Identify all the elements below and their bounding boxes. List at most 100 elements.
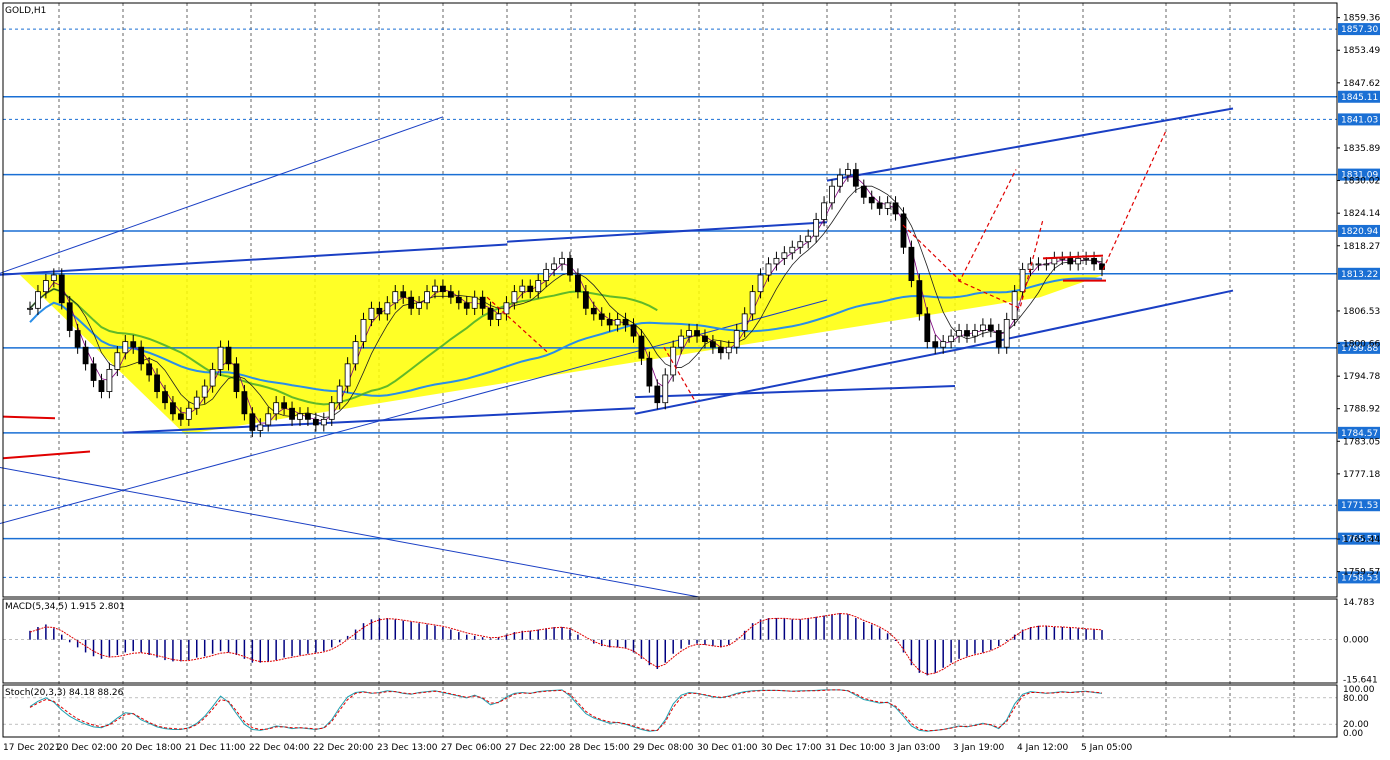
trendline xyxy=(634,385,956,399)
candle-body xyxy=(305,413,311,420)
price-level-tag xyxy=(1338,224,1380,237)
candle-body xyxy=(154,374,160,392)
candle-body xyxy=(487,307,494,320)
stoch-label: Stoch(20,3,3) 84.18 88.26 xyxy=(5,688,124,698)
candle-body xyxy=(225,346,232,365)
candle-body xyxy=(837,174,843,187)
price-level-tag-text: 1857.30 xyxy=(1341,25,1378,35)
trendline xyxy=(634,348,956,415)
time-label: 4 Jan 12:00 xyxy=(1017,743,1069,753)
candle-body xyxy=(320,418,327,426)
candle-body xyxy=(312,418,319,426)
candle-body xyxy=(416,302,422,309)
candle-body xyxy=(360,319,367,343)
candles xyxy=(27,162,1105,438)
stoch-k-line xyxy=(29,689,1103,732)
price-level-tag-text: 1765.51 xyxy=(1341,535,1378,545)
candle-body xyxy=(392,291,399,304)
candle-body xyxy=(114,352,121,370)
macd-signal-line xyxy=(29,613,1103,675)
candle-body xyxy=(781,252,788,259)
stoch-tick-label: 20.00 xyxy=(1343,720,1369,730)
candle-body xyxy=(289,407,295,420)
candle-body xyxy=(590,307,597,315)
range-top-line xyxy=(1042,254,1104,260)
price-tick-label: 1800.66 xyxy=(1343,340,1380,350)
stoch-tick-label: 100.00 xyxy=(1343,685,1375,695)
candle-body xyxy=(122,341,129,354)
candle-body xyxy=(471,296,478,309)
horizontal-levels: 1857.30 1845.11 1841.03 1831.09 1820.94 1813.… xyxy=(3,23,1380,584)
left-red-line xyxy=(2,450,91,460)
candle-body xyxy=(328,402,335,420)
candle-body xyxy=(1003,319,1010,348)
ma-green-line xyxy=(29,287,658,406)
price-level-tag xyxy=(1338,267,1380,280)
candle-body xyxy=(495,313,502,320)
time-label: 27 Dec 22:00 xyxy=(505,743,566,753)
candle-body xyxy=(384,302,391,315)
trendline xyxy=(0,116,444,274)
candle-body xyxy=(130,341,137,348)
candle-body xyxy=(1083,257,1090,260)
candle-body xyxy=(1011,291,1018,320)
price-level-tag-text: 1845.11 xyxy=(1341,93,1378,103)
candle-body xyxy=(972,330,978,337)
candle-body xyxy=(892,202,899,215)
candle-body xyxy=(50,274,57,281)
candle-body xyxy=(646,357,653,387)
candle-body xyxy=(551,263,557,270)
price-level-tag-text: 1771.53 xyxy=(1341,501,1378,511)
forecast-path xyxy=(902,169,1017,282)
candle-body xyxy=(1043,263,1050,266)
triangle-fill xyxy=(20,275,1103,435)
candle-body xyxy=(233,363,240,392)
time-label: 20 Dec 18:00 xyxy=(121,743,182,753)
candle-body xyxy=(725,346,732,354)
candle-body xyxy=(106,368,113,392)
forecast-paths xyxy=(2,130,1167,460)
price-tick-label: 1788.92 xyxy=(1343,405,1380,415)
candle-body xyxy=(281,402,288,409)
trendline xyxy=(0,243,508,276)
price-level-tag-text: 1813.22 xyxy=(1341,270,1378,280)
candle-body xyxy=(66,302,73,331)
price-level-tag xyxy=(1338,341,1380,354)
time-label: 30 Dec 01:00 xyxy=(697,743,758,753)
candle-body xyxy=(177,413,184,420)
candle-body xyxy=(455,296,462,304)
price-tick-label: 1806.53 xyxy=(1343,307,1380,317)
candle-body xyxy=(654,385,661,404)
price-tick-label: 1830.02 xyxy=(1343,177,1380,187)
candle-body xyxy=(74,330,81,348)
candle-body xyxy=(559,257,565,265)
candle-body xyxy=(424,291,430,304)
candle-body xyxy=(638,335,645,359)
left-red-line xyxy=(2,415,56,420)
candle-body xyxy=(940,341,947,348)
time-label: 23 Dec 13:00 xyxy=(377,743,438,753)
candle-body xyxy=(765,263,772,276)
candle-body xyxy=(400,291,407,298)
candle-body xyxy=(900,213,907,248)
candle-body xyxy=(868,196,875,204)
candle-body xyxy=(98,380,105,392)
price-level-tag xyxy=(1338,113,1380,126)
stochastic-panel xyxy=(3,689,1337,732)
candle-body xyxy=(805,235,812,243)
ma-fast-line xyxy=(29,176,1103,424)
candle-body xyxy=(702,335,708,343)
price-tick-label: 1818.27 xyxy=(1343,242,1380,252)
candle-body xyxy=(1019,269,1026,293)
candle-body xyxy=(265,413,272,426)
candle-body xyxy=(447,291,454,298)
time-label: 22 Dec 04:00 xyxy=(249,743,310,753)
candle-body xyxy=(90,363,97,381)
price-level-tag xyxy=(1338,90,1380,103)
candle-body xyxy=(670,346,677,376)
ma-mid-line xyxy=(29,185,1103,418)
forecast-path xyxy=(663,346,697,404)
forecast-path xyxy=(957,219,1044,310)
candle-body xyxy=(797,241,804,248)
candle-body xyxy=(511,291,518,304)
